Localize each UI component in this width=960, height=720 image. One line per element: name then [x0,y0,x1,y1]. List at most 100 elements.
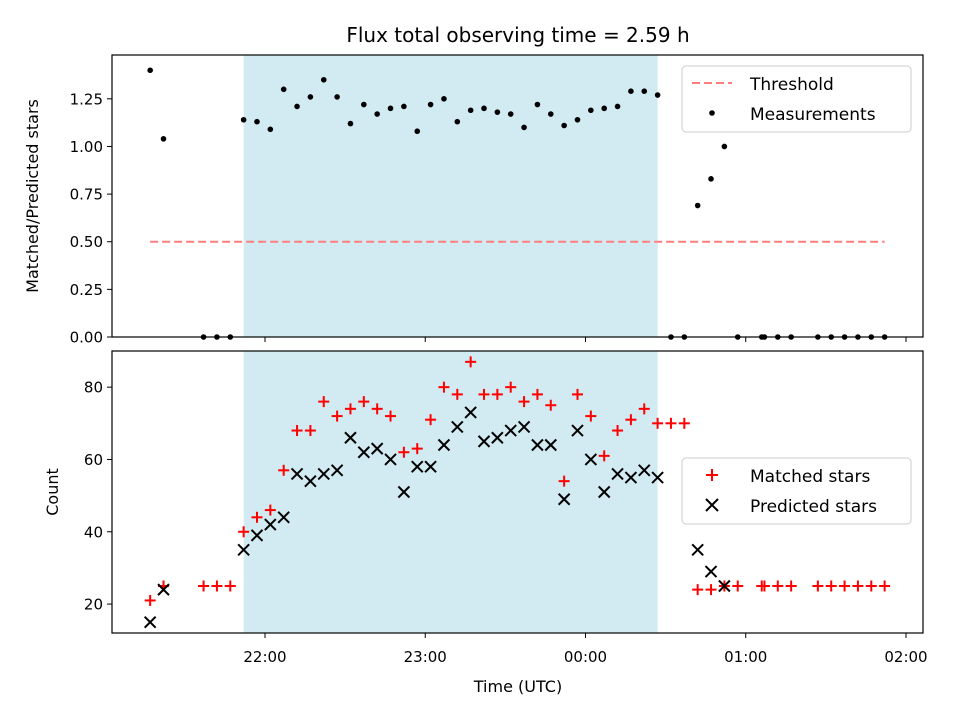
matched-stars-point [812,580,824,592]
matched-stars-point [264,504,276,516]
measurement-point [654,92,661,98]
threshold-legend-label: Threshold [749,75,834,95]
measurement-point [547,111,554,117]
predicted-stars-point [611,467,624,481]
measurement-point [347,120,354,127]
matched-stars-point [251,511,263,523]
matched-stars-point [371,403,383,415]
predicted-stars-point [437,438,451,452]
predicted-stars-point [344,431,357,444]
matched-stars-point [505,381,517,393]
matched-stars-point [385,410,397,422]
predicted-stars-point [157,583,170,596]
measurement-point [494,109,501,115]
measurement-point [521,124,527,131]
matched-stars-point [304,425,316,437]
measurements-legend-label: Measurements [750,105,876,125]
predicted-stars-point [704,565,718,578]
measurement-point [160,136,167,142]
measurement-point [467,107,474,114]
predicted-stars-point [491,431,504,444]
predicted-stars-point [451,420,464,434]
matched-stars-point [865,580,877,592]
predicted-stars-point [237,543,250,557]
matched-stars-point [772,580,784,592]
matched-stars-point [678,417,690,429]
measurement-point [441,96,447,102]
measurement-point [334,94,340,100]
measurement-point [267,126,274,133]
measurement-point [507,111,514,117]
matched-stars-point [331,410,343,422]
predicted-stars-point [290,467,304,481]
measurements-legend-swatch [709,110,715,116]
predicted-stars-point [584,453,598,466]
count-observing-window [243,351,658,633]
measurement-point [414,128,421,135]
measurement-point [374,111,380,117]
measurement-point [628,88,634,95]
matched-stars-point [879,580,891,592]
matched-legend-label: Matched stars [750,467,870,487]
predicted-legend-swatch [705,498,719,512]
predicted-stars-point [718,579,731,593]
matched-stars-point [224,580,236,592]
matched-stars-point [638,403,650,415]
predicted-stars-point [317,467,330,481]
measurement-point [320,76,327,83]
predicted-stars-point [651,471,664,484]
matched-stars-point [785,580,797,592]
measurement-point [294,103,300,110]
predicted-stars-point [597,485,611,499]
ratio-y-tick-label: 0.00 [70,329,103,347]
matched-stars-point [291,425,303,437]
predicted-stars-point [304,474,317,488]
x-tick-label: 00:00 [564,648,607,666]
matched-stars-point [558,475,570,487]
matched-stars-point [238,526,250,538]
predicted-stars-point [397,485,411,499]
matched-stars-point [398,446,410,458]
predicted-stars-point [264,518,277,531]
measurement-point [361,101,367,108]
matched-stars-point [612,425,624,437]
measurement-point [427,101,434,108]
measurement-point [280,86,287,93]
matched-stars-point [839,580,851,592]
predicted-stars-point [357,446,371,459]
matched-stars-point [144,594,156,606]
x-tick-label: 01:00 [724,648,767,666]
count-y-tick-label: 60 [84,451,103,469]
ratio-panel: 0.00 0.25 0.50 0.75 1.00 1.25 Matched/Predict… [23,54,924,347]
matched-stars-point [425,414,437,426]
ratio-legend: Threshold Measurements [681,65,912,133]
measurement-point [147,67,153,74]
measurement-point [254,118,260,125]
predicted-stars-point [250,529,264,542]
predicted-stars-point [504,424,517,437]
predicted-stars-point [691,543,704,557]
x-tick-label: 23:00 [404,648,447,666]
measurement-point [614,103,621,110]
predicted-stars-point [477,435,491,448]
matched-stars-point [705,584,717,596]
measurement-point [588,107,594,114]
predicted-stars-point [384,453,397,466]
measurement-point [721,143,728,150]
predicted-stars-point [277,511,290,524]
measurement-point [481,105,487,112]
matched-stars-point [758,580,770,592]
ratio-y-axis-label: Matched/Predicted stars [23,99,42,293]
x-tick-label: 02:00 [884,648,927,666]
measurement-point [534,101,541,108]
predicted-stars-point [531,438,544,452]
measurement-point [561,122,567,129]
measurement-point [307,94,314,100]
predicted-stars-point [638,464,651,477]
measurement-point [387,105,394,112]
predicted-stars-point [464,406,477,419]
count-legend-box [681,457,912,525]
matched-stars-point [531,388,543,400]
matched-stars-point [665,417,677,429]
